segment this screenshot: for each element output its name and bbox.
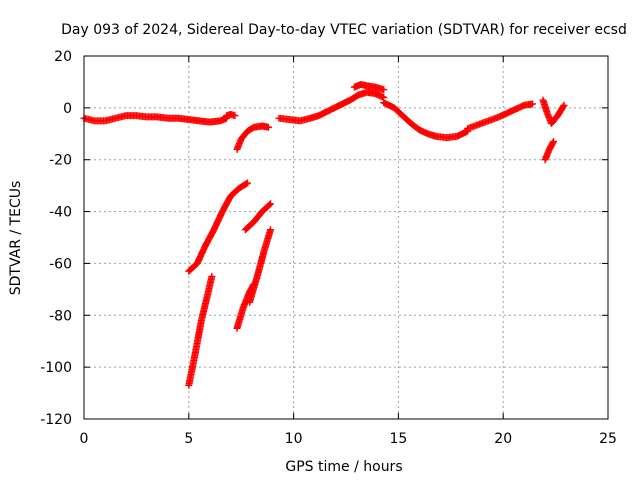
x-tick-label: 10 — [285, 431, 303, 447]
y-tick-label: -20 — [49, 153, 72, 169]
y-axis-label: SDTVAR / TECUs — [8, 181, 24, 296]
data-point — [380, 86, 388, 94]
x-tick-label: 5 — [184, 431, 193, 447]
data-point — [560, 101, 568, 109]
tick-labels: 0 5 10 15 20 25 -120 -100 -80 -60 -40 -20 0 20 — [40, 49, 617, 447]
chart-title: Day 093 of 2024, Sidereal Day-to-day VTE… — [61, 22, 627, 38]
data-point — [231, 112, 239, 120]
x-tick-label: 0 — [80, 431, 89, 447]
data-point — [243, 179, 251, 187]
x-axis-label: GPS time / hours — [285, 459, 402, 475]
data-point — [550, 138, 558, 146]
x-tick-label: 15 — [389, 431, 407, 447]
data-point — [267, 226, 275, 234]
data-point — [264, 123, 272, 131]
series-arc-8 — [539, 96, 568, 127]
y-tick-label: -100 — [40, 360, 72, 376]
ticks-layer — [83, 55, 609, 420]
series-arc-12 — [241, 200, 275, 234]
data-point — [559, 103, 567, 111]
data-point — [267, 200, 275, 208]
series-arc-10 — [185, 179, 251, 275]
series-arc-2 — [223, 110, 239, 120]
x-tick-label: 25 — [599, 431, 617, 447]
y-tick-label: 0 — [63, 101, 72, 117]
series-arc-7 — [464, 100, 537, 133]
y-tick-label: 20 — [54, 49, 72, 65]
data-point — [208, 272, 216, 280]
data-point — [265, 201, 273, 209]
y-tick-label: -120 — [40, 412, 72, 428]
series-arc-5 — [350, 81, 388, 94]
series-arc-4 — [275, 88, 388, 125]
series-arc-14 — [246, 226, 275, 306]
series-arc-11 — [185, 272, 216, 389]
y-tick-label: -40 — [49, 205, 72, 221]
points-layer — [80, 81, 568, 389]
plot-frame — [83, 55, 609, 420]
x-tick-label: 20 — [494, 431, 512, 447]
data-point — [242, 180, 250, 188]
data-point — [529, 100, 537, 108]
series-arc-3 — [233, 122, 272, 153]
series-arc-6 — [380, 99, 472, 142]
series-arc-1 — [80, 112, 231, 126]
series-arc-9 — [541, 138, 558, 164]
y-tick-label: -60 — [49, 256, 72, 272]
y-tick-label: -80 — [49, 308, 72, 324]
